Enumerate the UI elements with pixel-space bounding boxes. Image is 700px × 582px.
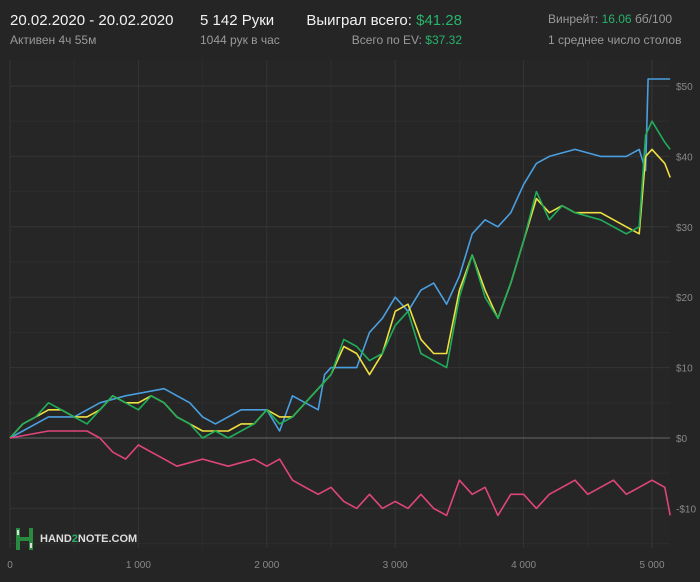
y-tick-label: -$10 — [676, 504, 696, 515]
active-time: Активен 4ч 55м — [10, 33, 97, 47]
series-line-3 — [9, 430, 671, 517]
x-tick-label: 5 000 — [639, 560, 664, 571]
winrate-value: 16.06 — [601, 12, 632, 26]
avg-tables: 1 среднее число столов — [548, 33, 682, 47]
winrate: Винрейт: 16.06 бб/100 — [548, 12, 672, 26]
hand2note-logo: HAND2NOTE.COM — [16, 528, 137, 550]
won-value: $41.28 — [416, 12, 462, 29]
ev-value: $37.32 — [425, 33, 462, 47]
y-tick-label: $50 — [676, 82, 693, 93]
x-tick-label: 2 000 — [254, 560, 279, 571]
x-tick-label: 1 000 — [126, 560, 151, 571]
summary-header: 20.02.2020 - 20.02.2020 Активен 4ч 55м 5… — [0, 0, 700, 56]
plot-area — [10, 60, 670, 548]
y-tick-label: $20 — [676, 293, 693, 304]
winrate-unit: бб/100 — [634, 12, 673, 26]
won-label: Выиграл всего: — [306, 12, 412, 29]
ev-total: Всего по EV: $37.32 — [352, 33, 462, 47]
hand2note-logo-icon — [16, 528, 33, 550]
won-total: Выиграл всего: $41.28 — [306, 12, 462, 29]
y-tick-label: $0 — [676, 434, 688, 445]
x-tick-label: 4 000 — [511, 560, 536, 571]
date-range[interactable]: 20.02.2020 - 20.02.2020 — [10, 12, 174, 29]
x-tick-label: 0 — [7, 560, 13, 571]
y-tick-label: $30 — [676, 223, 693, 234]
profit-chart: -$10 $0 $10 $20 $30 $40 $50 0 1 000 2 000 3 000 4 0… — [7, 60, 696, 571]
series-line-2 — [9, 120, 671, 439]
series-line-0 — [9, 78, 671, 439]
y-tick-label: $40 — [676, 152, 693, 163]
winrate-label: Винрейт: — [548, 12, 599, 26]
x-tick-label: 3 000 — [383, 560, 408, 571]
logo-text: HAND2NOTE.COM — [40, 533, 138, 545]
hands-per-hour: 1044 рук в час — [200, 33, 280, 47]
ev-label: Всего по EV: — [351, 33, 422, 47]
hands-count: 5 142 Руки — [200, 12, 275, 29]
y-tick-label: $10 — [676, 364, 693, 375]
